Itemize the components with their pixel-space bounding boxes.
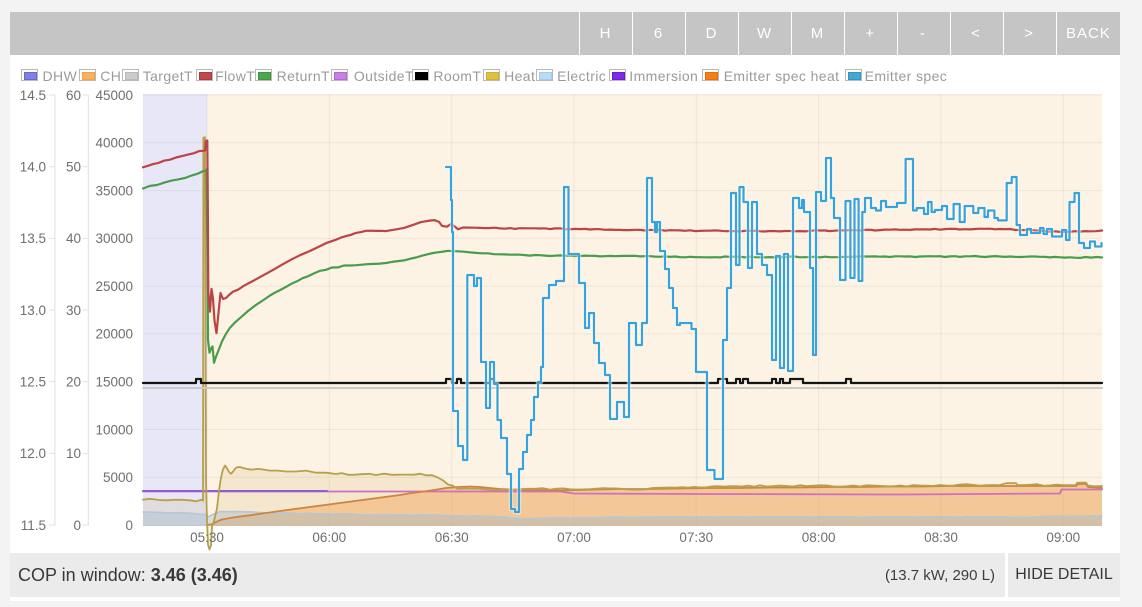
svg-text:14.0: 14.0 xyxy=(20,160,46,175)
svg-text:40000: 40000 xyxy=(95,136,133,151)
svg-text:30: 30 xyxy=(66,303,81,318)
svg-text:12.5: 12.5 xyxy=(20,375,46,390)
svg-text:35000: 35000 xyxy=(95,183,133,198)
svg-text:40: 40 xyxy=(66,231,81,246)
svg-text:0: 0 xyxy=(73,518,81,533)
svg-text:13.5: 13.5 xyxy=(20,231,46,246)
svg-text:06:00: 06:00 xyxy=(312,530,346,545)
svg-text:0: 0 xyxy=(125,518,133,533)
svg-text:07:30: 07:30 xyxy=(679,530,713,545)
svg-text:5000: 5000 xyxy=(103,470,133,485)
svg-text:60: 60 xyxy=(66,88,81,103)
svg-text:09:00: 09:00 xyxy=(1046,530,1080,545)
svg-text:14.5: 14.5 xyxy=(20,88,46,103)
svg-text:50: 50 xyxy=(66,160,81,175)
svg-text:05:30: 05:30 xyxy=(190,530,224,545)
svg-text:20000: 20000 xyxy=(95,327,133,342)
svg-text:20: 20 xyxy=(66,375,81,390)
svg-text:07:00: 07:00 xyxy=(557,530,591,545)
svg-text:11.5: 11.5 xyxy=(21,518,46,533)
svg-text:06:30: 06:30 xyxy=(435,530,469,545)
svg-text:10000: 10000 xyxy=(95,422,133,437)
svg-text:15000: 15000 xyxy=(95,375,133,390)
svg-text:13.0: 13.0 xyxy=(20,303,46,318)
svg-text:45000: 45000 xyxy=(95,88,133,103)
svg-text:12.0: 12.0 xyxy=(20,446,46,461)
svg-text:25000: 25000 xyxy=(95,279,133,294)
svg-text:30000: 30000 xyxy=(95,231,133,246)
svg-text:08:30: 08:30 xyxy=(924,530,958,545)
svg-text:08:00: 08:00 xyxy=(802,530,836,545)
svg-text:10: 10 xyxy=(66,446,81,461)
